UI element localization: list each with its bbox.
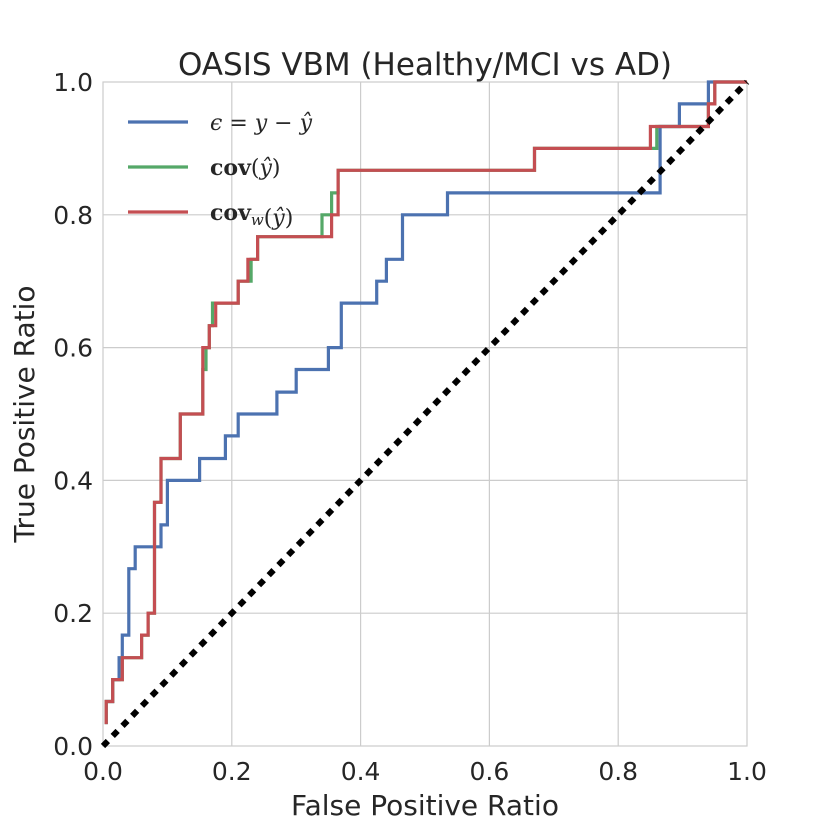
x-tick-label: 0.4 bbox=[341, 757, 381, 786]
y-tick-label: 0.0 bbox=[53, 732, 93, 761]
x-tick-label: 1.0 bbox=[727, 757, 767, 786]
y-tick-label: 0.2 bbox=[53, 599, 93, 628]
chance-diagonal-line bbox=[100, 79, 750, 749]
legend: ϵ = y − ŷ cov(ŷ) covw(ŷ) bbox=[128, 111, 313, 231]
x-tick-label: 0.0 bbox=[83, 757, 123, 786]
series-line-1 bbox=[104, 80, 747, 725]
x-axis-label: False Positive Ratio bbox=[291, 789, 559, 822]
legend-label-2: cov(ŷ) bbox=[210, 155, 280, 181]
x-tick-label: 0.2 bbox=[212, 757, 252, 786]
x-tick-label: 0.8 bbox=[598, 757, 638, 786]
y-tick-label: 0.8 bbox=[53, 201, 93, 230]
chart-title: OASIS VBM (Healthy/MCI vs AD) bbox=[178, 47, 672, 83]
legend-label-3: covw(ŷ) bbox=[210, 200, 293, 231]
y-tick-label: 0.4 bbox=[53, 466, 93, 495]
plot-frame bbox=[102, 81, 748, 747]
series-line-3 bbox=[104, 80, 747, 725]
series-layer bbox=[100, 79, 750, 749]
y-axis-label: True Positive Ratio bbox=[8, 285, 41, 543]
tick-labels: 0.0 0.2 0.4 0.6 0.8 1.0 0.0 0.2 0.4 0.6 0.8 1.0 bbox=[53, 68, 767, 786]
legend-label-1: ϵ = y − ŷ bbox=[210, 111, 313, 136]
y-tick-label: 0.6 bbox=[53, 334, 93, 363]
x-tick-label: 0.6 bbox=[470, 757, 510, 786]
y-tick-label: 1.0 bbox=[53, 68, 93, 97]
